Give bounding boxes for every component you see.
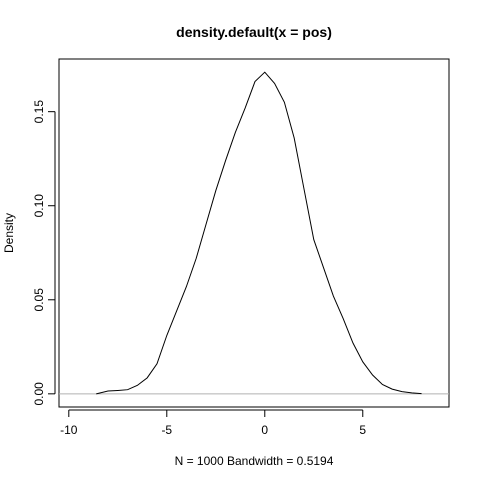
y-tick-label: 0.15 <box>32 100 46 124</box>
plot-frame <box>58 58 450 408</box>
x-tick-label: -10 <box>60 423 78 437</box>
y-tick-label: 0.00 <box>32 382 46 406</box>
y-tick-label: 0.05 <box>32 288 46 312</box>
x-axis: -10 -5 0 5 <box>60 409 366 437</box>
x-axis-label: N = 1000 Bandwidth = 0.5194 <box>175 454 334 468</box>
x-tick-label: 0 <box>261 423 268 437</box>
chart-title: density.default(x = pos) <box>176 24 332 40</box>
density-curve <box>96 71 422 395</box>
x-tick-label: -5 <box>161 423 172 437</box>
y-tick-label: 0.10 <box>32 194 46 218</box>
y-axis: 0.00 0.05 0.10 0.15 <box>32 100 56 406</box>
y-axis-label: Density <box>2 213 16 253</box>
x-tick-label: 5 <box>359 423 366 437</box>
